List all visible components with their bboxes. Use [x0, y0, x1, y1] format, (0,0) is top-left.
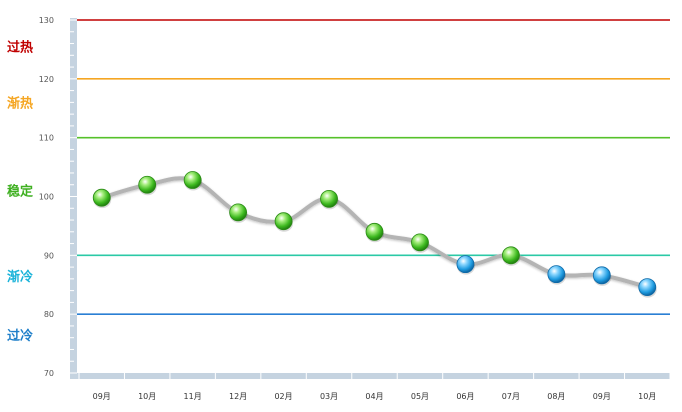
data-point-marker	[501, 246, 520, 265]
y-tick-label: 100	[39, 193, 54, 202]
x-tick-label: 11月	[184, 392, 202, 401]
y-tick-label: 70	[44, 369, 54, 378]
y-tick-label: 90	[44, 251, 54, 260]
data-point-marker	[456, 255, 475, 274]
data-point-marker	[274, 212, 293, 231]
y-axis-bar	[70, 18, 77, 379]
data-point-marker	[411, 233, 429, 252]
x-tick-label: 09月	[93, 392, 111, 401]
x-tick-label: 07月	[502, 392, 520, 401]
data-point	[456, 255, 475, 275]
y-tick-label: 120	[39, 75, 54, 84]
data-point-marker	[320, 189, 338, 208]
x-tick-label: 10月	[138, 392, 156, 401]
data-point	[638, 278, 657, 298]
y-tick-label: 110	[39, 134, 54, 143]
x-tick-label: 02月	[274, 392, 292, 401]
y-tick-label: 80	[44, 310, 54, 319]
data-markers	[92, 171, 657, 298]
data-point	[547, 265, 566, 285]
x-tick-label: 10月	[638, 392, 656, 401]
x-tick-labels: 09月 10月 11月 12月 02月 03月 04月 05月 06月 07月 08月 09月 10月	[93, 392, 657, 401]
x-tick-label: 05月	[411, 392, 429, 401]
reference-lines	[77, 19, 670, 315]
zone-label: 过热	[7, 39, 33, 55]
axes	[70, 18, 671, 379]
data-point-marker	[365, 222, 384, 241]
data-point	[501, 246, 521, 266]
data-point	[183, 171, 203, 191]
x-tick-label: 04月	[365, 392, 383, 401]
x-tick-label: 03月	[320, 392, 338, 401]
x-tick-label: 08月	[547, 392, 565, 401]
data-point	[229, 203, 248, 223]
data-point	[411, 233, 430, 253]
zone-label: 渐热	[7, 95, 33, 111]
data-point	[92, 188, 112, 209]
data-point-marker	[638, 278, 657, 297]
zone-label: 渐冷	[7, 269, 33, 285]
data-point	[274, 212, 294, 232]
data-point	[320, 189, 339, 210]
x-tick-label: 09月	[593, 392, 611, 401]
y-tick-label: 130	[39, 16, 54, 25]
data-point	[138, 175, 157, 196]
x-axis-bar	[70, 373, 670, 379]
data-point	[592, 266, 612, 286]
x-tick-label: 06月	[456, 392, 474, 401]
data-point-marker	[138, 175, 157, 194]
data-point-marker	[229, 203, 248, 222]
data-point-marker	[547, 265, 566, 284]
y-tick-labels: 70 80 90 100 110 120 130	[39, 16, 54, 378]
zone-label: 稳定	[7, 184, 33, 200]
data-point-marker	[92, 188, 111, 207]
x-tick-label: 12月	[229, 392, 247, 401]
data-point-marker	[183, 171, 202, 189]
zone-label: 过冷	[7, 328, 33, 344]
data-point-marker	[592, 266, 611, 285]
data-point	[365, 222, 384, 243]
